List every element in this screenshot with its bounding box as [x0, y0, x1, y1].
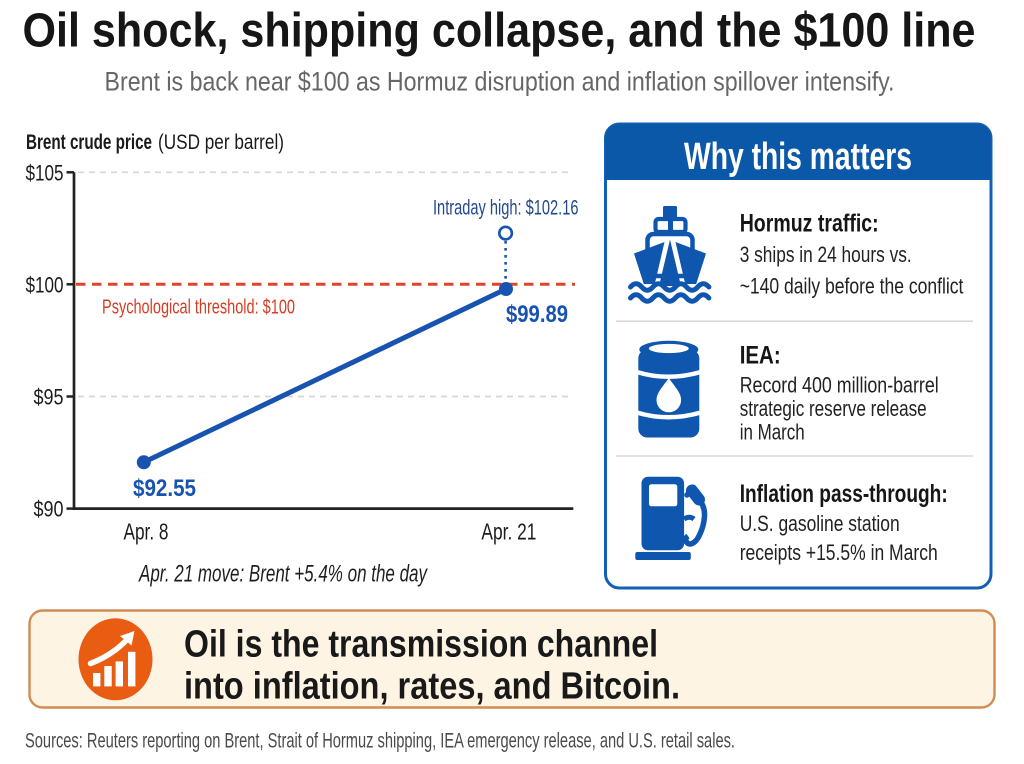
svg-text:$99.89: $99.89 — [506, 301, 568, 328]
svg-text:Apr. 8: Apr. 8 — [124, 519, 169, 545]
svg-text:Oil is the transmission channe: Oil is the transmission channel — [184, 623, 658, 665]
svg-text:Apr. 21 move: Brent +5.4% on t: Apr. 21 move: Brent +5.4% on the day — [138, 560, 429, 587]
svg-text:$92.55: $92.55 — [133, 475, 196, 502]
svg-text:Sources: Reuters reporting on: Sources: Reuters reporting on Brent, Str… — [25, 730, 735, 753]
svg-text:Record 400 million-barrel: Record 400 million-barrel — [740, 373, 939, 398]
svg-text:U.S. gasoline station: U.S. gasoline station — [740, 511, 900, 536]
svg-text:strategic reserve release: strategic reserve release — [740, 396, 927, 421]
svg-text:3 ships in 24 hours vs.: 3 ships in 24 hours vs. — [740, 242, 912, 267]
svg-text:Psychological threshold: $100: Psychological threshold: $100 — [102, 296, 295, 319]
svg-text:Apr. 21: Apr. 21 — [481, 519, 536, 545]
svg-text:Why this matters: Why this matters — [684, 136, 912, 178]
svg-text:Brent crude price: Brent crude price — [26, 131, 152, 154]
svg-text:Intraday high: $102.16: Intraday high: $102.16 — [433, 196, 579, 219]
svg-text:$90: $90 — [34, 497, 64, 522]
svg-text:receipts +15.5% in March: receipts +15.5% in March — [740, 540, 938, 565]
svg-text:$105: $105 — [26, 161, 64, 186]
svg-text:into inflation, rates, and Bit: into inflation, rates, and Bitcoin. — [184, 666, 680, 708]
svg-text:Hormuz traffic:: Hormuz traffic: — [740, 210, 879, 238]
svg-text:Brent is back near $100 as Hor: Brent is back near $100 as Hormuz disrup… — [105, 67, 895, 97]
svg-text:$95: $95 — [34, 385, 64, 410]
svg-text:~140 daily before the conflict: ~140 daily before the conflict — [740, 274, 964, 299]
svg-text:$100: $100 — [26, 273, 64, 298]
svg-text:IEA:: IEA: — [740, 341, 781, 369]
svg-text:Oil shock, shipping collapse,: Oil shock, shipping collapse, and the $1… — [23, 5, 976, 58]
svg-text:(USD per barrel): (USD per barrel) — [158, 131, 284, 154]
svg-text:in March: in March — [740, 420, 805, 445]
svg-text:Inflation pass-through:: Inflation pass-through: — [740, 480, 948, 508]
